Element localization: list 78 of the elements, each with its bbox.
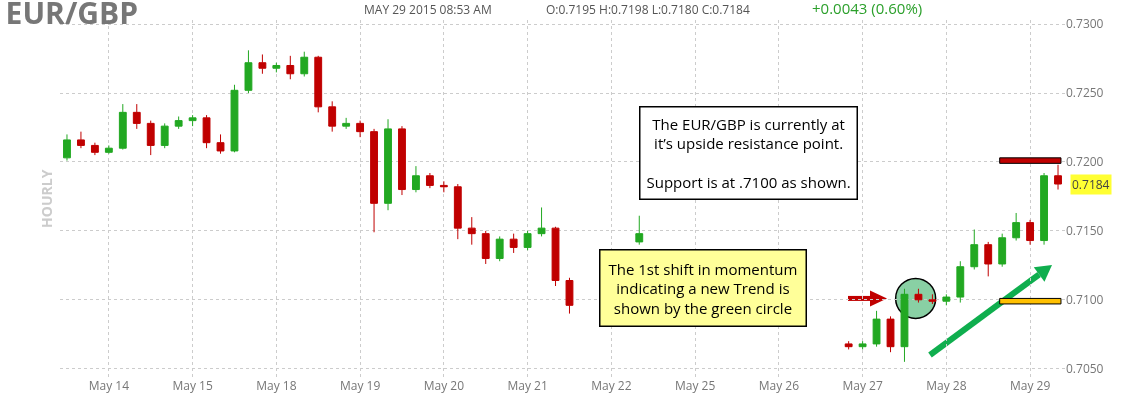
y-tick-label: 0.7100 <box>1066 291 1104 309</box>
candlestick <box>914 288 923 304</box>
candlestick <box>90 142 99 156</box>
candlestick <box>467 216 476 246</box>
candlestick <box>202 114 211 149</box>
candlestick <box>984 241 993 277</box>
x-tick-label: May 26 <box>758 377 800 394</box>
candlestick <box>886 315 895 353</box>
y-tick-label: 0.7050 <box>1066 359 1104 377</box>
candlestick <box>537 206 546 237</box>
text: O:0.7195 H:0.7198 L:0.7180 C:0.7184 <box>546 1 750 18</box>
candlestick <box>272 62 281 73</box>
candlestick <box>300 51 309 78</box>
x-tick-label: May 18 <box>256 377 297 394</box>
candlestick <box>244 49 253 94</box>
candlestick <box>439 180 448 193</box>
candlestick <box>495 235 504 262</box>
candlestick <box>928 293 937 305</box>
candlestick <box>188 114 197 127</box>
candlestick <box>160 122 169 149</box>
x-tick-label: May 14 <box>88 377 130 394</box>
candlestick <box>132 103 141 130</box>
candlestick <box>77 131 85 149</box>
x-tick-label: May 28 <box>926 377 967 394</box>
text: 0.7184 <box>1072 176 1110 193</box>
y-tick-label: 0.7200 <box>1066 153 1104 171</box>
candlestick <box>104 144 113 155</box>
candlestick <box>370 128 378 233</box>
candlestick <box>230 84 239 153</box>
candlestick <box>258 53 267 75</box>
candlestick <box>1040 172 1048 246</box>
candlestick <box>942 293 951 306</box>
y-tick-label: 0.7250 <box>1066 84 1104 102</box>
candlestick <box>970 229 979 270</box>
candlestick <box>844 340 853 350</box>
candlestick <box>314 55 323 113</box>
chart-title: EUR/GBP <box>5 0 139 34</box>
candlestick <box>286 55 295 80</box>
candlestick <box>174 115 183 130</box>
candlestick <box>412 165 420 193</box>
x-tick-label: May 27 <box>842 377 883 394</box>
candlestick <box>635 215 644 246</box>
annotation: The 1st shift in momentum indicating a new Trend is shown by the green circle <box>608 258 798 318</box>
candlestick <box>956 260 965 304</box>
x-tick-label: May 29 <box>1009 377 1051 394</box>
candlestick <box>509 233 518 254</box>
text: +0.0043 (0.60%) <box>812 0 923 18</box>
candlestick <box>872 310 881 348</box>
candlestick <box>565 277 574 315</box>
candlestick <box>900 288 909 363</box>
x-tick-label: May 25 <box>674 377 716 394</box>
candlestick <box>453 183 462 240</box>
x-tick-label: May 19 <box>339 377 381 394</box>
text: MAY 29 2015 08:53 AM <box>364 1 492 18</box>
candlestick <box>1012 212 1021 242</box>
candlestick <box>63 133 71 162</box>
candlestick <box>481 230 490 265</box>
y-tick-label: 0.7150 <box>1066 222 1104 240</box>
candlestick <box>384 118 392 211</box>
x-tick-label: May 22 <box>591 377 632 394</box>
candlestick <box>398 125 406 196</box>
candlestick <box>342 117 351 130</box>
candlestick <box>356 120 365 138</box>
y-tick-label: 0.7300 <box>1066 15 1104 33</box>
candlestick <box>1026 219 1035 246</box>
candlestick <box>216 133 225 155</box>
x-tick-label: May 20 <box>423 377 465 394</box>
candlestick <box>523 230 532 251</box>
text: The EUR/GBP is currently at it’s upside resistance point. Support is at .7100 as shown. <box>646 113 851 192</box>
candlestick <box>551 226 560 287</box>
candlestick <box>118 103 127 151</box>
candlestick <box>425 172 434 189</box>
x-tick-label: May 15 <box>172 377 213 394</box>
candlestick <box>328 100 337 133</box>
x-tick-label: May 21 <box>507 377 548 394</box>
candlestick <box>858 340 867 350</box>
candlestick <box>998 233 1007 268</box>
candlestick <box>146 120 155 156</box>
